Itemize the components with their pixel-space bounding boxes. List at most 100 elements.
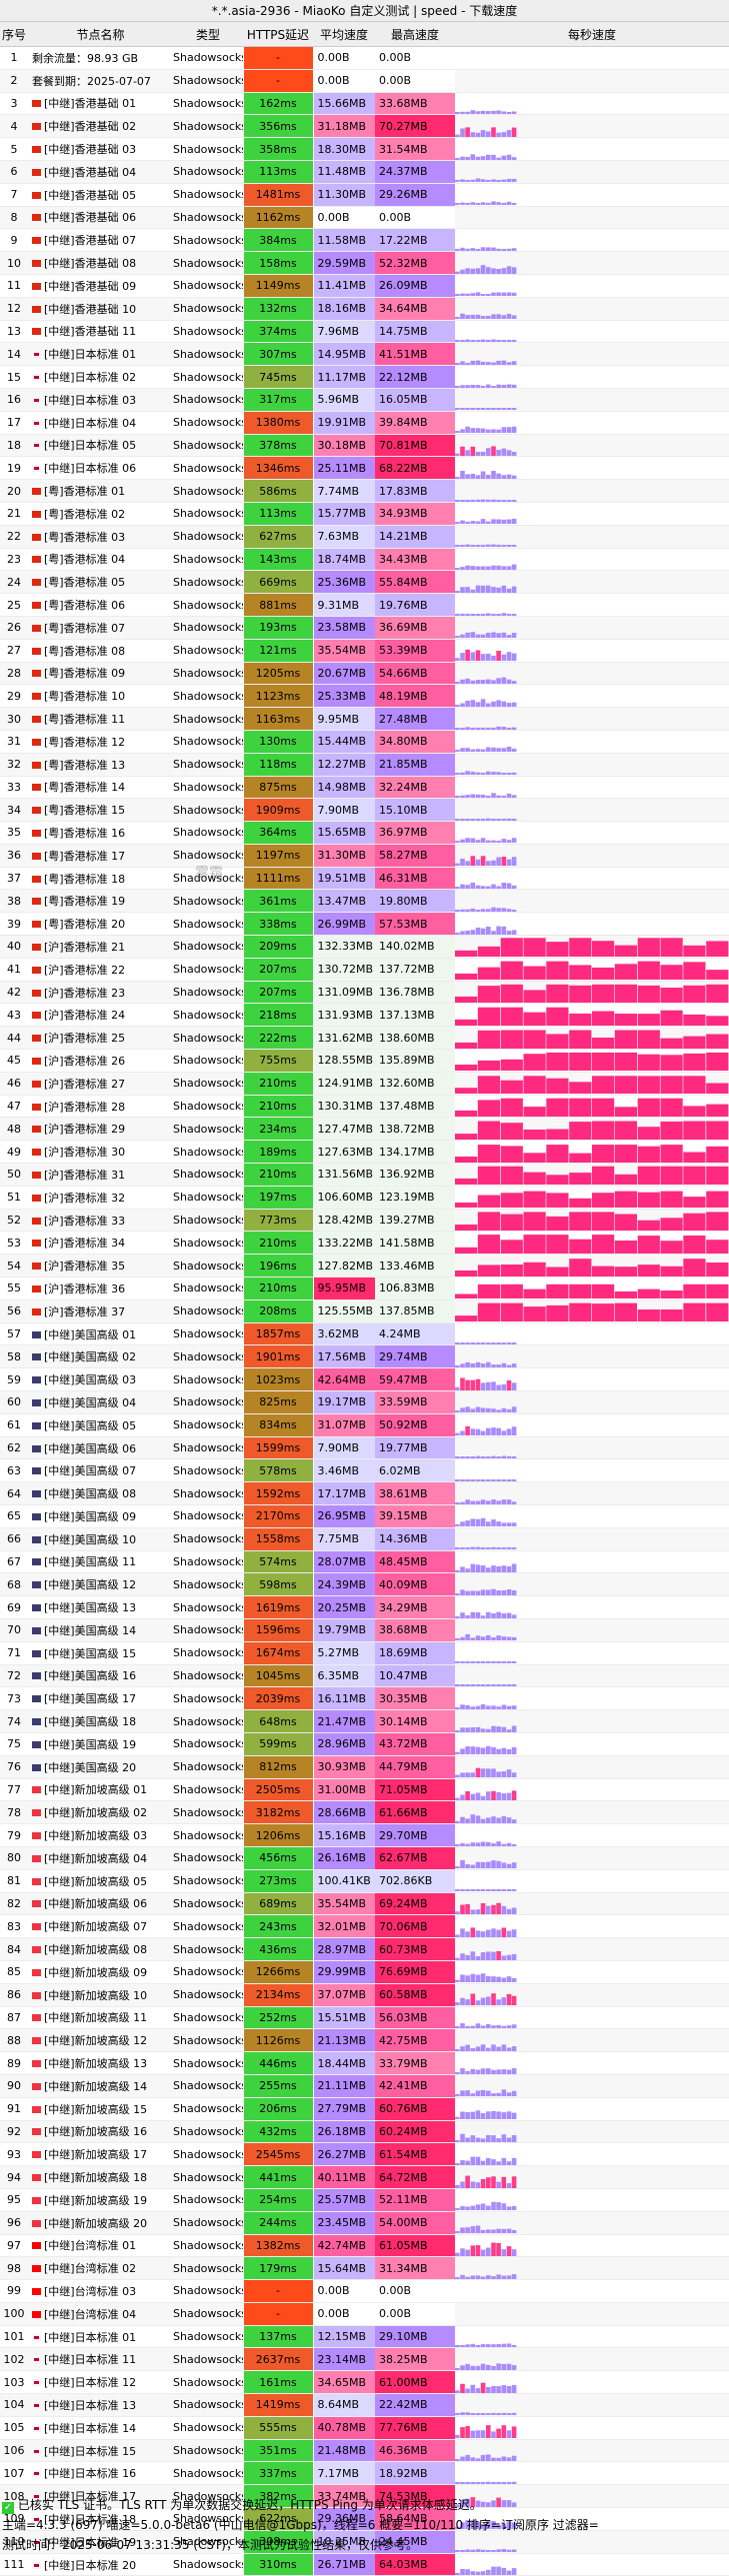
header-max-speed[interactable]: 最高速度 [375,22,455,47]
https-latency: 378ms [242,434,314,458]
max-speed: 133.46MB [375,1254,455,1279]
speed-bar [501,427,507,434]
sparkline [455,2520,517,2530]
avg-speed: 15.77MB [313,502,375,526]
speed-bar [460,2023,465,2028]
header-index[interactable]: 序号 [0,22,28,47]
node-name-cell: [中继]日本标准 12 [28,2370,173,2395]
https-latency: 193ms [242,616,314,640]
speed-bar [511,1406,517,1413]
speed-bar [455,1661,460,1664]
speed-bar [455,636,460,639]
node-name-cell: [中继]美国高级 18 [28,1709,173,1733]
speed-bar [486,339,491,342]
speed-bar [501,1726,507,1732]
header-node-name[interactable]: 节点名称 [28,22,173,47]
speed-bar [465,2249,470,2256]
speed-bar [496,360,501,365]
per-second-speed-chart [455,684,729,709]
speed-bar [496,1521,501,1527]
speed-bar [465,1931,470,1937]
max-speed: 137.48MB [375,1095,455,1119]
speed-bar [511,702,517,707]
speed-bar [506,2025,512,2028]
node-name-cell: [中继]香港基础 07 [28,228,173,253]
flag-hk-icon [32,898,41,906]
per-second-speed-chart [455,1049,729,1073]
https-latency: 574ms [242,1550,314,1574]
speed-bar [491,1842,496,1846]
speed-bar [480,2430,486,2439]
speed-bar [475,885,481,889]
flag-hk-icon [32,966,41,974]
speed-bar [660,1038,683,1049]
https-latency: 648ms [242,1709,314,1733]
max-speed: 21.85MB [375,753,455,777]
speed-bar [511,633,517,639]
speed-bar [480,1498,486,1504]
speed-bar [511,1426,517,1436]
node-name: [粤]香港标准 04 [44,553,126,567]
speed-bar [455,1980,460,1983]
speed-bar [706,1167,729,1186]
max-speed: 53.39MB [375,639,455,663]
speed-bar [470,566,476,570]
speed-bar [470,339,476,342]
speed-bar [475,2430,481,2439]
header-type[interactable]: 类型 [173,22,243,47]
header-https-latency[interactable]: HTTPS延迟 [243,22,313,47]
sparkline [455,2425,517,2439]
per-second-speed-chart [455,2370,729,2395]
per-second-speed-chart [455,2347,729,2372]
speed-bar [506,314,512,320]
sparkline [455,856,517,867]
speed-bar [475,2090,481,2097]
speed-bar [480,928,486,935]
speed-bar [511,2384,517,2393]
node-name-cell: [沪]香港标准 27 [28,1072,173,1096]
speed-bar [460,2090,465,2097]
flag-jp-icon [32,2356,41,2364]
node-name: [中继]日本标准 13 [44,2398,137,2412]
avg-speed: 131.56MB [313,1163,375,1187]
node-type: Shadowsocks [173,1003,243,1028]
speed-bar [455,1042,478,1049]
speed-bar [496,132,501,137]
avg-speed: 33.74MB [313,2484,375,2509]
per-second-speed-chart [455,1846,729,1870]
speed-bar [460,2383,465,2393]
speed-bar [475,772,481,776]
speed-bar [546,1175,569,1186]
header-avg-speed[interactable]: 平均速度 [313,22,375,47]
https-latency: 1901ms [242,1344,314,1369]
flag-sg-icon [32,2037,41,2045]
row-index: 60 [0,1390,28,1414]
speed-bar [475,1974,481,1983]
table-row: 73 [中继]美国高级 17 Shadowsocks 2039ms 16.11MB 30.… [0,1686,729,1711]
speed-bar [491,2521,496,2530]
speed-bar [501,1862,507,1869]
speed-bar [455,2345,460,2347]
speed-bar [475,1378,481,1390]
row-index: 28 [0,662,28,686]
speed-bar [500,1030,523,1049]
speed-bar [460,1904,465,1914]
avg-speed: 34.65MB [313,2370,375,2395]
table-row: 88 [中继]新加坡高级 12 Shadowsocks 1126ms 21.13MB 42… [0,2028,729,2053]
header-per-second-speed[interactable]: 每秒速度 [455,22,729,47]
https-latency: 1380ms [242,411,314,435]
table-row: 74 [中继]美国高级 18 Shadowsocks 648ms 21.47MB 30.1… [0,1709,729,1733]
table-row: 83 [中继]新加坡高级 07 Shadowsocks 243ms 32.01MB 70.… [0,1914,729,1939]
speed-bar [480,179,486,183]
speed-bar [511,1362,517,1367]
speed-bar [460,111,465,114]
speed-bar [475,1406,481,1413]
max-speed: 52.32MB [375,251,455,275]
table-row: 96 [中继]新加坡高级 20 Shadowsocks 244ms 23.45MB 54.… [0,2211,729,2235]
speed-bar [506,773,512,776]
sparkline [455,201,517,206]
speed-bar [470,1611,476,1618]
row-index: 62 [0,1436,28,1460]
speed-bar [660,1098,683,1117]
speed-bar [470,727,476,730]
